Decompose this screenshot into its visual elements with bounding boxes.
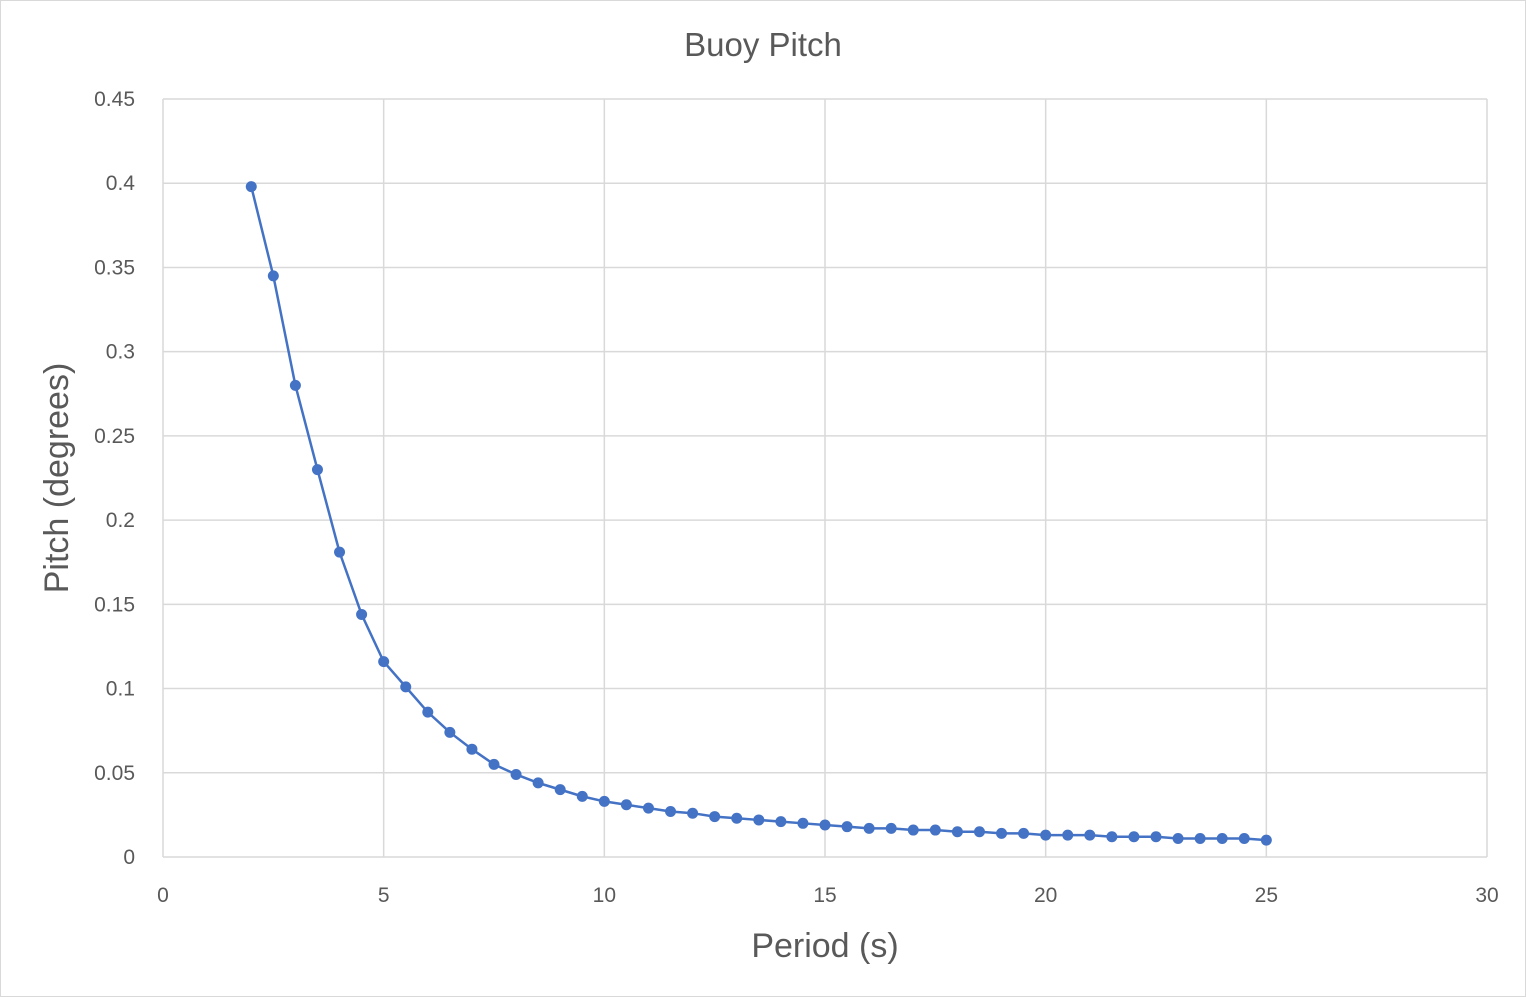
data-point [400, 681, 412, 693]
y-tick-label: 0.15 [94, 593, 135, 616]
data-point [1106, 831, 1118, 843]
x-tick-label: 20 [1034, 884, 1057, 907]
y-tick-labels: 0 0.05 0.1 0.15 0.2 0.25 0.3 0.35 0.4 0.45 [94, 88, 135, 869]
data-points [245, 181, 1272, 846]
gridlines [163, 98, 1488, 857]
y-tick-label: 0.2 [106, 509, 135, 532]
data-point [907, 824, 919, 836]
data-point [554, 784, 566, 796]
data-point [311, 464, 323, 476]
y-tick-label: 0.45 [94, 88, 135, 111]
data-point [245, 181, 257, 193]
data-point [819, 819, 831, 831]
y-tick-label: 0.1 [106, 678, 135, 701]
data-point [444, 726, 456, 738]
data-point [598, 795, 610, 807]
data-point [951, 826, 963, 838]
axes [162, 99, 1487, 858]
data-point [488, 758, 500, 770]
data-point [466, 743, 478, 755]
x-tick-label: 15 [813, 884, 836, 907]
data-point [841, 821, 853, 833]
data-point [532, 777, 544, 789]
data-point [289, 379, 301, 391]
data-point [973, 826, 985, 838]
data-point [929, 824, 941, 836]
y-tick-label: 0.35 [94, 256, 135, 279]
data-point [885, 822, 897, 834]
data-point [422, 706, 434, 718]
data-point [1128, 831, 1140, 843]
y-tick-label: 0.05 [94, 762, 135, 785]
data-point [665, 806, 677, 818]
y-tick-label: 0.25 [94, 425, 135, 448]
data-point [709, 811, 721, 823]
data-point [378, 656, 390, 668]
data-point [1260, 834, 1272, 846]
data-point [510, 768, 522, 780]
x-tick-label: 0 [157, 884, 169, 907]
data-point [775, 816, 787, 828]
data-point [642, 802, 654, 814]
data-point [731, 812, 743, 824]
data-point [620, 799, 632, 811]
x-axis-title: Period (s) [751, 927, 898, 965]
y-tick-label: 0.3 [106, 341, 135, 364]
data-point [753, 814, 765, 826]
x-tick-labels: 0 5 10 15 20 25 30 [157, 884, 1499, 907]
y-tick-label: 0.4 [106, 172, 136, 195]
data-point [1150, 831, 1162, 843]
data-point [1018, 827, 1030, 839]
data-point [1062, 829, 1074, 841]
data-point [797, 817, 809, 829]
x-tick-label: 10 [593, 884, 616, 907]
data-point [1216, 832, 1228, 844]
y-axis-title: Pitch (degrees) [38, 363, 76, 594]
y-tick-label: 0 [123, 846, 135, 869]
data-point [863, 822, 875, 834]
data-point [996, 827, 1008, 839]
data-point [1172, 832, 1184, 844]
data-point [334, 546, 346, 558]
data-point [687, 807, 699, 819]
data-point [267, 270, 279, 282]
data-point [356, 608, 368, 620]
chart-title: Buoy Pitch [684, 26, 842, 63]
data-point [1040, 829, 1052, 841]
data-point [1194, 832, 1206, 844]
series-line [250, 186, 1267, 842]
data-point [576, 790, 588, 802]
x-tick-label: 25 [1255, 884, 1278, 907]
x-tick-label: 30 [1475, 884, 1498, 907]
x-tick-label: 5 [378, 884, 390, 907]
data-point [1084, 829, 1096, 841]
data-point [1238, 832, 1250, 844]
